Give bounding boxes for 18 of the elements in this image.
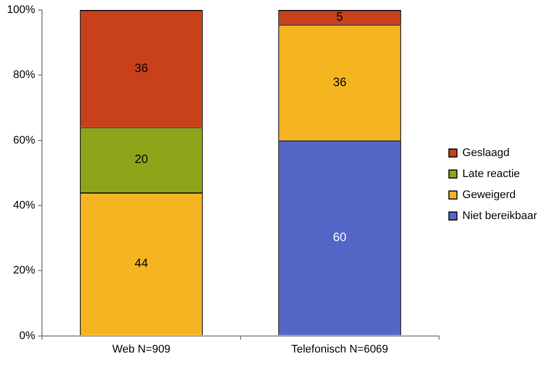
x-tick-label: Web N=909 xyxy=(112,343,170,356)
legend-label: Niet bereikbaar xyxy=(462,210,538,222)
y-tick-label: 0% xyxy=(19,330,36,342)
data-label: 36 xyxy=(134,60,148,75)
data-label: 20 xyxy=(134,152,148,166)
y-tick-label: 60% xyxy=(13,134,36,146)
legend-label: Late reactie xyxy=(462,168,520,180)
data-label: 5 xyxy=(336,10,344,24)
y-tick-label: 20% xyxy=(13,264,36,277)
y-tick-label: 40% xyxy=(13,200,36,212)
x-tick-label: Telefonisch N=6069 xyxy=(291,343,388,356)
data-label: 60 xyxy=(333,230,347,244)
y-tick-label: 100% xyxy=(6,4,36,16)
data-label: 44 xyxy=(134,256,148,270)
y-tick-label: 80% xyxy=(13,69,36,82)
data-label: 36 xyxy=(333,74,347,89)
legend-label: Geslaagd xyxy=(462,147,510,160)
legend-label: Geweigerd xyxy=(462,189,516,202)
